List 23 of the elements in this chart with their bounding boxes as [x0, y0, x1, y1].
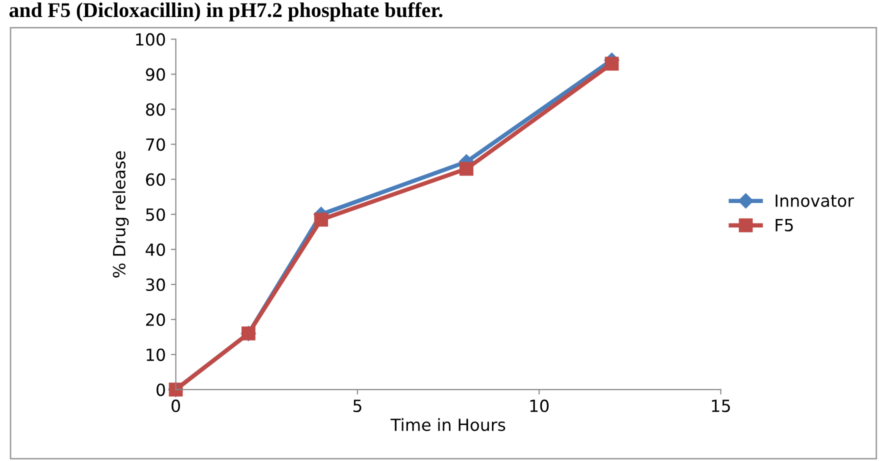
y-tick-label: 10 [146, 348, 165, 362]
y-tick-label: 60 [146, 173, 165, 186]
x-tick-label: 0 [172, 400, 180, 412]
y-axis-title: % Drug release [112, 151, 129, 278]
legend-label: F5 [776, 219, 793, 232]
y-tick-label: 0 [156, 384, 165, 396]
x-tick-label: 10 [530, 400, 549, 412]
x-tick-label: 15 [712, 400, 730, 412]
x-tick-label: 5 [353, 400, 362, 412]
legend-label: Innovator [776, 194, 854, 207]
y-tick-label: 30 [146, 278, 165, 292]
point [314, 212, 328, 227]
chart-title: and F5 (Dicloxacillin) in pH7.2 phosphate buffer. [9, 2, 442, 22]
y-tick-label: 80 [146, 103, 165, 116]
y-tick-label: 40 [146, 243, 165, 256]
y-tick-label: 20 [146, 313, 165, 326]
y-tick-label: 70 [146, 138, 165, 151]
x-axis-title: Time in Hours [390, 418, 506, 432]
point [604, 56, 619, 71]
y-tick-label: 50 [146, 208, 165, 221]
y-tick-label: 90 [146, 68, 165, 81]
y-tick-label: 100 [136, 33, 165, 46]
point [460, 162, 474, 176]
